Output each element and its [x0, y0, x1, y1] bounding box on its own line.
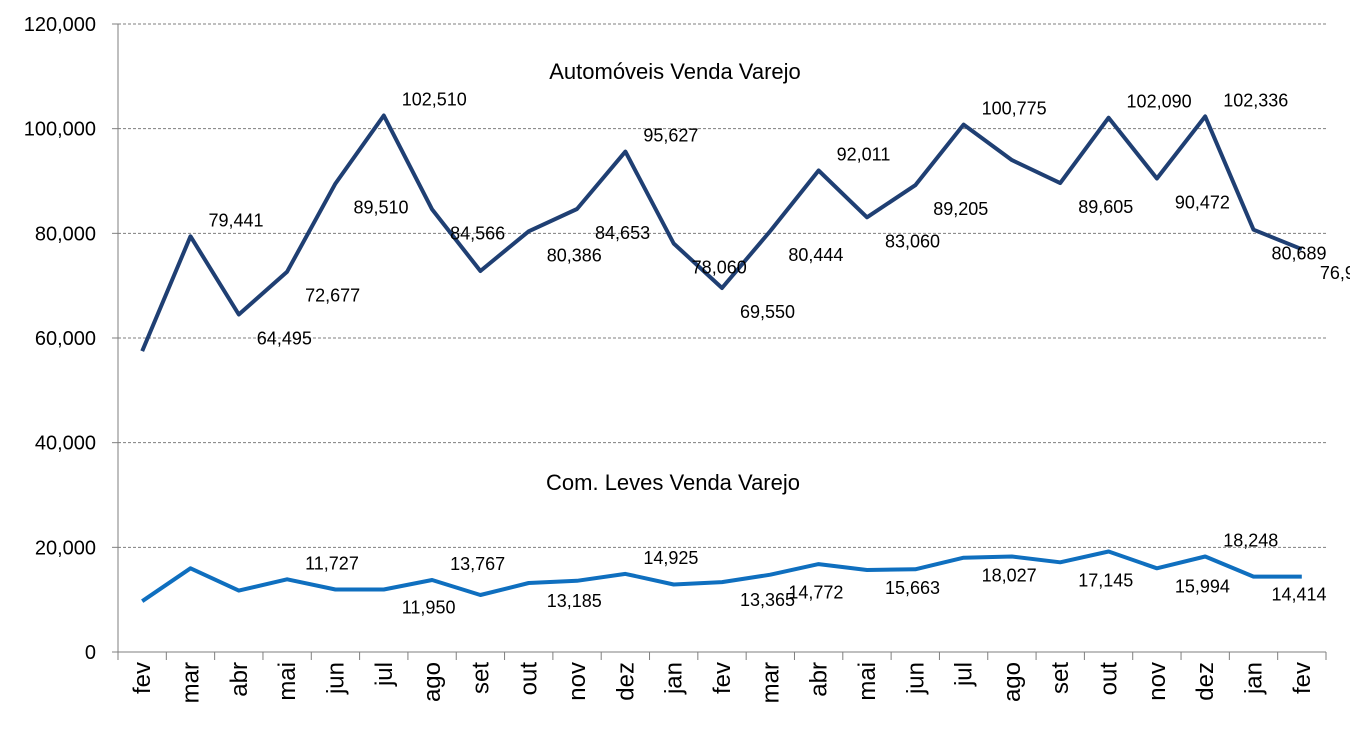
x-tick-label: dez [1192, 662, 1219, 701]
data-label: 89,205 [933, 199, 988, 219]
data-label: 72,677 [305, 286, 360, 306]
series-title-automoveis: Automóveis Venda Varejo [549, 59, 801, 84]
x-tick-label: fev [709, 662, 736, 694]
x-tick-label: mai [274, 662, 301, 701]
data-label: 84,653 [595, 223, 650, 243]
data-label: 78,060 [692, 257, 747, 277]
data-label: 80,444 [788, 245, 843, 265]
y-tick-label: 80,000 [35, 223, 96, 245]
y-tick-label: 0 [85, 642, 96, 664]
data-label: 13,767 [450, 554, 505, 574]
x-tick-label: mar [757, 662, 784, 703]
data-label: 18,248 [1223, 531, 1278, 551]
data-label: 69,550 [740, 302, 795, 322]
data-label: 14,925 [643, 548, 698, 568]
data-labels: 79,441 64,495 72,677 89,510 102,510 84,566 80,… [208, 90, 1350, 618]
series-line-automoveis [140, 113, 1303, 352]
data-label: 84,566 [450, 223, 505, 243]
data-label: 11,727 [305, 553, 359, 573]
data-label: 15,994 [1175, 576, 1230, 596]
series-line-com-leves [141, 549, 1302, 603]
data-label: 80,386 [547, 245, 602, 265]
x-tick-label: out [1096, 662, 1123, 696]
x-tick-label: mai [854, 662, 881, 701]
data-label: 83,060 [885, 231, 940, 251]
x-tick-label: fev [1289, 662, 1316, 694]
data-label: 90,472 [1175, 193, 1230, 213]
data-label: 11,950 [402, 597, 456, 617]
y-tick-label: 60,000 [35, 328, 96, 350]
x-tick-label: ago [419, 662, 446, 702]
series-title-com-leves: Com. Leves Venda Varejo [546, 470, 800, 495]
x-tick-label: jun [902, 662, 929, 695]
data-label: 100,775 [982, 99, 1047, 119]
data-label: 79,441 [208, 210, 263, 230]
data-label: 13,185 [547, 591, 602, 611]
x-tick-label: nov [1144, 662, 1171, 701]
x-tick-label: fev [129, 662, 156, 694]
axes [117, 24, 1326, 653]
x-tick-label: abr [226, 662, 253, 697]
data-label: 102,510 [402, 90, 467, 110]
x-axis-tick-labels: fev mar abr mai jun jul ago set out nov dez jan fev m… [117, 652, 1327, 703]
x-tick-label: dez [612, 662, 639, 701]
data-label: 14,414 [1272, 585, 1327, 605]
x-tick-label: ago [999, 662, 1026, 702]
x-tick-label: jul [951, 662, 978, 687]
x-tick-label: set [467, 662, 494, 694]
data-label: 92,011 [837, 144, 891, 164]
x-tick-label: out [516, 662, 543, 696]
x-tick-label: jan [1241, 662, 1268, 695]
series-lines [140, 113, 1303, 603]
data-label: 76,968 [1320, 263, 1350, 283]
x-tick-label: abr [806, 662, 833, 697]
y-axis-tick-labels: 0 20,000 40,000 60,000 80,000 100,000 120,000 [24, 14, 118, 664]
data-label: 80,689 [1272, 244, 1327, 264]
data-label: 102,336 [1223, 90, 1288, 110]
data-label: 18,027 [982, 566, 1037, 586]
y-tick-label: 40,000 [35, 433, 96, 455]
y-tick-label: 20,000 [35, 537, 96, 559]
data-label: 13,365 [740, 590, 795, 610]
y-tick-label: 120,000 [24, 14, 96, 36]
data-label: 14,772 [788, 583, 843, 603]
data-label: 64,495 [257, 328, 312, 348]
x-tick-label: jul [371, 662, 398, 687]
data-label: 89,605 [1078, 197, 1133, 217]
y-tick-label: 100,000 [24, 119, 96, 141]
x-tick-label: set [1047, 662, 1074, 694]
data-label: 17,145 [1078, 570, 1133, 590]
gridlines [118, 23, 1326, 548]
data-label: 102,090 [1127, 92, 1192, 112]
x-tick-label: mar [177, 662, 204, 703]
data-label: 89,510 [353, 198, 408, 218]
x-tick-label: jun [322, 662, 349, 695]
data-label: 95,627 [643, 126, 698, 146]
x-tick-label: jan [661, 662, 688, 695]
x-tick-label: nov [564, 662, 591, 701]
data-label: 15,663 [885, 578, 940, 598]
